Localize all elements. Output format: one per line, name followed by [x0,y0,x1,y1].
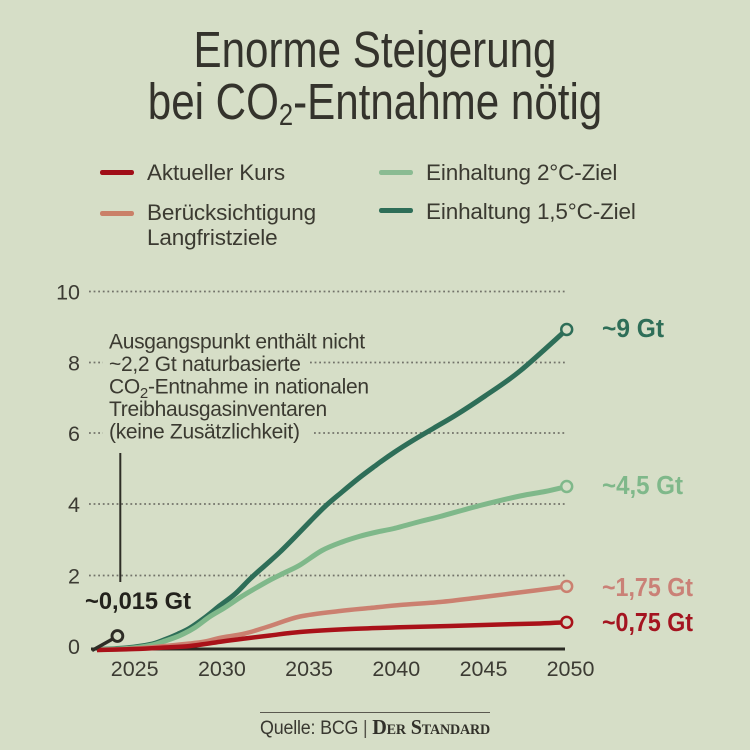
svg-text:CO2-Entnahme in nationalen: CO2-Entnahme in nationalen [109,376,369,403]
svg-text:~0,75 Gt: ~0,75 Gt [602,609,693,637]
svg-text:2045: 2045 [460,657,508,681]
svg-text:(keine Zusätzlichkeit): (keine Zusätzlichkeit) [109,421,300,444]
svg-text:~0,015 Gt: ~0,015 Gt [85,588,191,615]
svg-text:2025: 2025 [111,657,159,681]
svg-text:6: 6 [68,422,80,446]
svg-text:Treibhausgasinventaren: Treibhausgasinventaren [109,398,327,421]
svg-text:4: 4 [68,493,80,517]
svg-text:8: 8 [68,352,80,376]
svg-text:~2,2 Gt naturbasierte: ~2,2 Gt naturbasierte [109,353,301,376]
svg-text:2040: 2040 [372,657,420,681]
svg-text:Ausgangspunkt enthält nicht: Ausgangspunkt enthält nicht [109,331,365,354]
svg-text:2035: 2035 [285,657,333,681]
svg-text:0: 0 [68,635,80,659]
svg-text:~9 Gt: ~9 Gt [602,315,664,343]
svg-text:2030: 2030 [198,657,246,681]
svg-text:2: 2 [68,565,80,589]
svg-text:~4,5 Gt: ~4,5 Gt [602,472,683,500]
svg-text:2050: 2050 [547,657,595,681]
svg-text:10: 10 [56,281,80,305]
svg-text:~1,75 Gt: ~1,75 Gt [602,574,693,602]
